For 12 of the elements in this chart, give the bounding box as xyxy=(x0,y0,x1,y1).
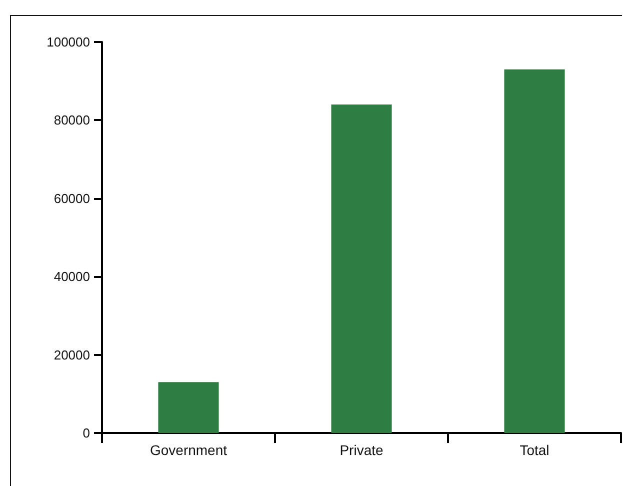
y-tick-label: 80000 xyxy=(54,112,90,128)
y-tick-label: 60000 xyxy=(54,190,90,206)
y-tick-label: 0 xyxy=(82,426,90,440)
bar xyxy=(331,104,392,433)
bar xyxy=(158,382,219,433)
y-tick-label: 40000 xyxy=(54,269,90,284)
x-tick-label: Private xyxy=(340,442,384,458)
x-tick-label: Government xyxy=(150,442,228,458)
bar xyxy=(504,69,565,433)
y-tick-label: 20000 xyxy=(54,347,90,362)
x-tick-label: Total xyxy=(520,442,550,458)
y-tick-label: 100000 xyxy=(46,34,90,50)
